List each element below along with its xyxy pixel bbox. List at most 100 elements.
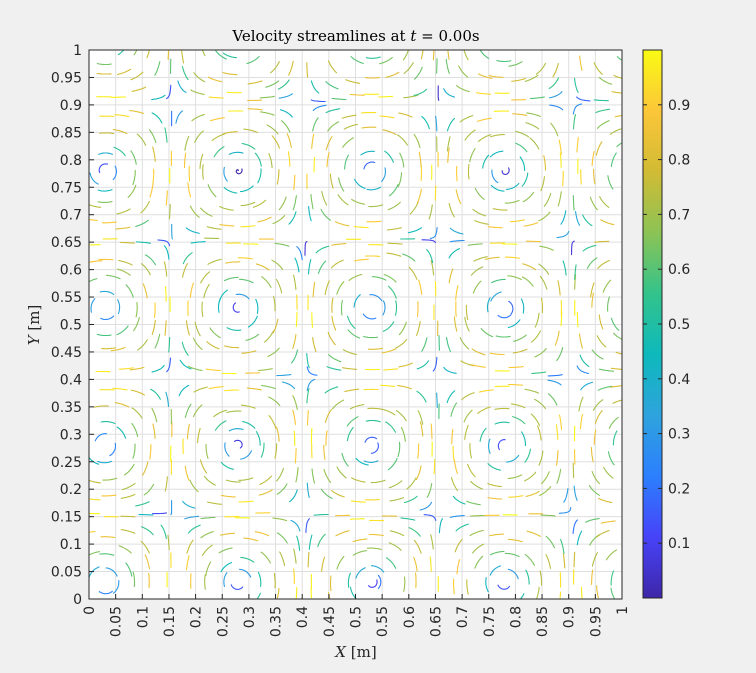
streamline-segment xyxy=(276,169,280,185)
streamline-segment xyxy=(605,549,618,561)
streamline-segment xyxy=(387,457,398,471)
y-tick-label: 0 xyxy=(73,592,82,608)
streamline-segment xyxy=(379,56,393,65)
streamline-segment xyxy=(100,421,116,425)
streamline-segment xyxy=(118,259,133,266)
streamline-segment xyxy=(555,450,559,466)
streamline-segment xyxy=(323,444,326,461)
streamline-segment xyxy=(400,517,416,521)
streamline-segment xyxy=(182,252,193,265)
streamline-segment xyxy=(574,264,577,280)
streamline-segment xyxy=(388,184,399,197)
streamline-segment xyxy=(254,531,270,537)
streamline-segment xyxy=(226,327,242,331)
y-axis-ticks: 0 0.05 0.1 0.15 0.2 0.25 0.3 0.35 0.4 0.45 0.5 0.55… xyxy=(51,43,94,608)
streamline-segment xyxy=(151,94,166,101)
streamline-segment xyxy=(228,428,244,432)
streamline-segment xyxy=(278,93,293,99)
streamline-segment xyxy=(395,338,408,349)
streamline-segment xyxy=(438,518,444,534)
streamline-segment xyxy=(205,561,212,576)
streamline-segment xyxy=(430,423,433,440)
streamlines xyxy=(88,49,623,600)
streamline-segment xyxy=(469,514,486,517)
streamline-segment xyxy=(389,497,405,502)
streamline-segment xyxy=(562,170,564,187)
streamline-segment xyxy=(220,532,236,536)
streamline-segment xyxy=(185,555,190,571)
streamline-segment xyxy=(206,341,220,350)
streamline-segment xyxy=(508,61,523,67)
streamline-segment xyxy=(321,190,328,206)
streamline-segment xyxy=(331,97,347,101)
streamline-segment xyxy=(349,93,365,96)
colorbar-tick-label: 0.2 xyxy=(668,481,690,497)
streamline-segment xyxy=(200,531,214,539)
streamline-segment xyxy=(512,416,526,425)
streamline-segment xyxy=(214,420,227,431)
streamline-segment xyxy=(88,479,102,484)
streamline-segment xyxy=(90,298,96,313)
streamline-segment xyxy=(598,314,604,330)
x-tick-label: 0.2 xyxy=(189,606,205,628)
streamline-segment xyxy=(286,133,292,149)
streamline-segment xyxy=(610,570,615,586)
streamline-segment xyxy=(335,530,350,537)
streamline-segment xyxy=(223,166,228,182)
streamline-segment xyxy=(536,586,540,599)
streamline-segment xyxy=(456,165,458,182)
streamline-segment xyxy=(572,519,578,535)
streamline-segment xyxy=(207,76,223,83)
streamline-segment xyxy=(423,514,437,521)
streamline-segment xyxy=(432,356,438,372)
streamline-segment xyxy=(237,257,253,260)
streamline-segment xyxy=(255,431,261,446)
streamline-segment xyxy=(263,330,274,343)
streamline-segment xyxy=(207,258,222,265)
x-tick-label: 0.9 xyxy=(562,606,578,628)
streamline-segment xyxy=(596,335,607,348)
streamline-segment xyxy=(365,56,381,59)
streamline-segment xyxy=(334,221,350,227)
streamline-segment xyxy=(563,487,569,503)
streamline-segment xyxy=(306,62,309,78)
streamline-segment xyxy=(143,483,155,496)
streamline-segment xyxy=(140,263,151,276)
streamline-segment xyxy=(526,530,541,537)
streamline-segment xyxy=(474,220,489,225)
streamline-segment xyxy=(274,443,278,459)
streamline-segment xyxy=(149,182,154,198)
streamline-segment xyxy=(381,408,396,416)
streamline-segment xyxy=(240,225,256,228)
streamline-segment xyxy=(323,468,332,483)
y-axis-label: Y [m] xyxy=(25,305,43,346)
streamline-segment xyxy=(383,274,397,283)
streamline-segment xyxy=(88,498,101,501)
streamline-segment xyxy=(203,283,210,299)
streamline-segment xyxy=(310,427,313,444)
streamline-segment xyxy=(436,392,438,409)
streamline-segment xyxy=(496,60,512,63)
streamline-segment xyxy=(538,263,550,275)
streamline-segment xyxy=(420,50,424,60)
streamline-segment xyxy=(325,430,328,446)
streamline-segment xyxy=(308,534,313,550)
colorbar-tick-label: 0.4 xyxy=(668,372,690,388)
streamline-segment xyxy=(311,312,314,328)
streamline-segment xyxy=(430,534,434,550)
streamline-segment xyxy=(241,142,256,150)
streamline-segment xyxy=(116,268,131,276)
streamline-segment xyxy=(539,275,548,290)
streamline-segment xyxy=(88,278,98,283)
streamline-segment xyxy=(349,518,365,520)
streamline-segment xyxy=(293,548,297,564)
streamline-segment xyxy=(152,168,155,185)
streamline-segment xyxy=(415,465,422,481)
streamline-segment xyxy=(295,587,298,600)
streamline-segment xyxy=(144,554,151,570)
streamline-segment xyxy=(295,467,299,483)
streamline-segment xyxy=(276,483,288,495)
streamline-segment xyxy=(428,204,433,220)
streamline-segment xyxy=(472,208,487,217)
